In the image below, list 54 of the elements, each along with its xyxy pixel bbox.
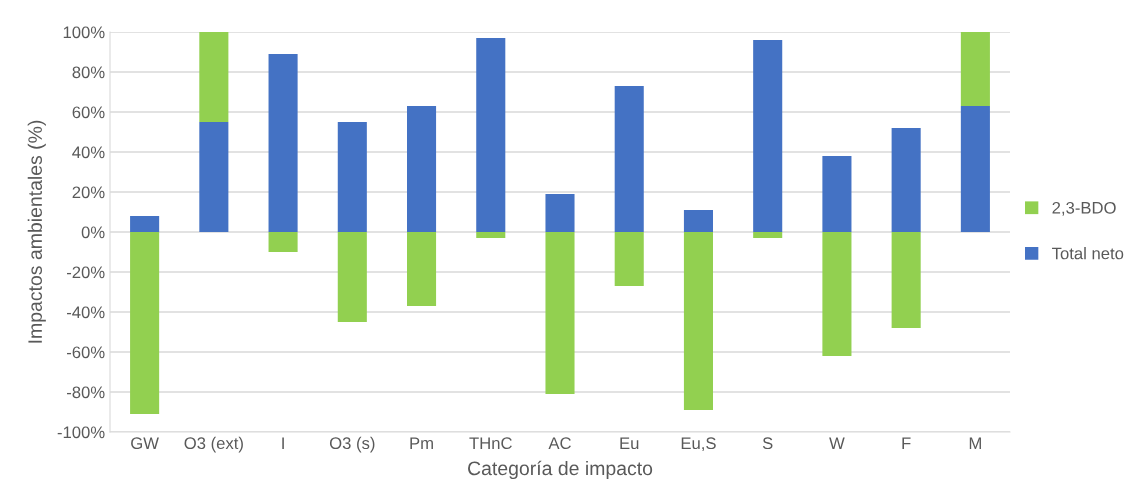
x-tick-label: W xyxy=(829,437,845,449)
x-tick-label: Eu xyxy=(620,437,639,450)
legend-label: Total neto xyxy=(1052,247,1124,260)
bar xyxy=(614,232,644,286)
x-tick-label: THnC xyxy=(469,437,512,450)
bar xyxy=(130,216,160,232)
x-tick-label: M xyxy=(969,437,981,449)
bar xyxy=(268,232,298,252)
legend-label: 2,3-BDO xyxy=(1052,201,1116,216)
y-tick-label: 60% xyxy=(72,106,105,119)
bar xyxy=(407,232,437,306)
x-tick-label: AC xyxy=(548,437,571,450)
bar xyxy=(683,232,713,410)
y-tick-label: 100% xyxy=(63,26,105,39)
bar xyxy=(753,232,783,238)
x-tick-label: O3 (s) xyxy=(329,436,375,453)
y-tick-label: 20% xyxy=(72,186,105,199)
bar xyxy=(960,32,990,106)
y-tick-label: 0% xyxy=(81,226,105,239)
x-tick-label: Pm xyxy=(410,437,433,449)
y-tick-label: -80% xyxy=(66,386,105,399)
y-tick-label: 80% xyxy=(72,66,105,79)
x-tick-label: I xyxy=(282,437,284,449)
bar xyxy=(891,128,921,232)
y-tick-label: 40% xyxy=(72,146,105,159)
bar xyxy=(407,106,437,232)
x-tick-label: F xyxy=(902,437,911,449)
bar xyxy=(268,54,298,232)
bar xyxy=(960,106,990,232)
bar xyxy=(476,38,506,232)
y-tick-label: -100% xyxy=(57,426,105,439)
bar xyxy=(822,156,852,232)
bar xyxy=(199,122,229,232)
bar xyxy=(683,210,713,232)
bar xyxy=(337,122,367,232)
y-tick-label: -60% xyxy=(66,346,105,359)
bar xyxy=(545,194,575,232)
x-axis-title: Categoría de impacto xyxy=(468,460,653,480)
x-tick-label: Eu,S xyxy=(681,437,716,452)
bar xyxy=(822,232,852,356)
bar xyxy=(337,232,367,322)
x-tick-label: GW xyxy=(131,437,159,450)
bar xyxy=(199,32,229,122)
bar xyxy=(891,232,921,328)
y-axis-title: Impactos ambientales (%) xyxy=(27,120,46,343)
bar xyxy=(614,86,644,232)
y-tick-label: -20% xyxy=(66,266,105,279)
bar xyxy=(753,40,783,232)
bar xyxy=(130,232,160,414)
x-tick-label: S xyxy=(762,437,773,450)
bar xyxy=(545,232,575,394)
y-tick-label: -40% xyxy=(66,306,105,319)
x-tick-label: O3 (ext) xyxy=(184,436,243,453)
bar xyxy=(476,232,506,238)
